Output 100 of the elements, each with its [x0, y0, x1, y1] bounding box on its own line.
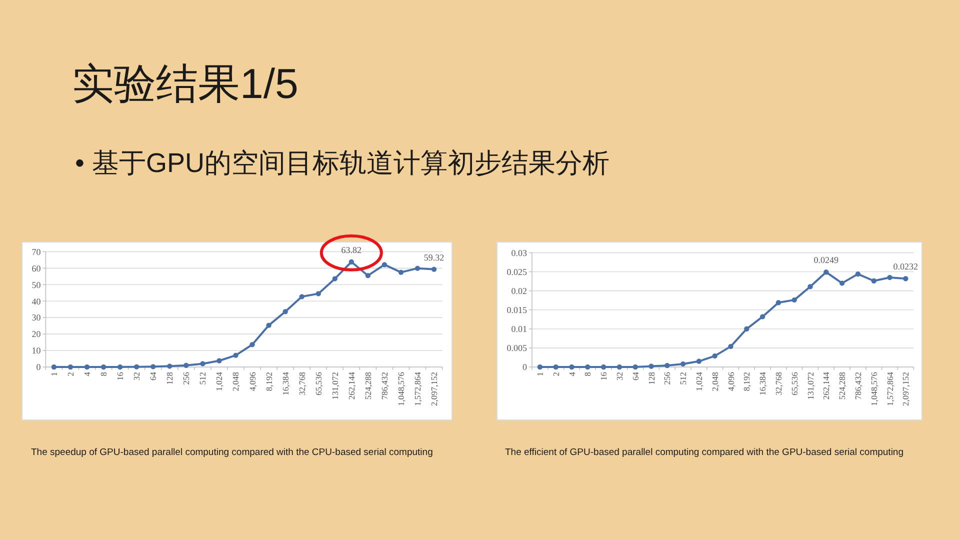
point [728, 344, 734, 350]
x-tick-label: 2,048 [710, 372, 720, 392]
point [744, 326, 750, 332]
point [414, 266, 420, 271]
x-tick-label: 65,536 [789, 372, 800, 396]
x-tick-label: 2,048 [230, 372, 241, 392]
x-tick-label: 1,572,864 [884, 371, 895, 406]
y-tick-label: 70 [32, 246, 42, 257]
y-tick-label: 0.01 [511, 324, 527, 334]
point [382, 262, 388, 268]
x-tick-label: 16,384 [758, 371, 768, 396]
point [282, 309, 288, 314]
point [184, 362, 189, 368]
point [632, 364, 638, 370]
point [537, 364, 543, 370]
x-tick-label: 786,432 [852, 372, 863, 400]
y-tick-label: 10 [32, 346, 42, 356]
point [84, 364, 90, 370]
x-tick-label: 1,572,864 [412, 371, 423, 406]
text: The efficient of GPU-based parallel computing compared with the GPU-based serial computing [505, 447, 904, 458]
x-tick-label: 1 [534, 372, 545, 376]
point [855, 271, 861, 277]
point [348, 259, 354, 264]
point [616, 364, 622, 370]
point [134, 364, 140, 370]
x-tick-label: 4,096 [726, 372, 736, 392]
y-tick-label: 30 [32, 312, 42, 323]
y-tick-label: 40 [32, 296, 42, 306]
x-tick-label: 256 [181, 372, 192, 385]
y-tick-label: 0 [522, 362, 528, 372]
x-tick-label: 32 [132, 372, 142, 380]
point [648, 364, 654, 369]
x-tick-label: 1,048,576 [396, 372, 406, 406]
point [600, 364, 606, 370]
x-tick-label: 1,024 [694, 371, 704, 392]
x-tick-label: 128 [164, 372, 175, 385]
x-tick-label: 786,432 [379, 372, 390, 400]
x-tick-label: 1,048,576 [868, 372, 879, 406]
text: The speedup of GPU-based parallel computing compared with the CPU-based serial computing [31, 447, 433, 458]
point [712, 353, 718, 359]
point [216, 358, 222, 364]
point [431, 266, 437, 272]
x-tick-label: 16 [598, 372, 609, 380]
point [839, 280, 845, 286]
point [332, 276, 338, 282]
y-tick-label: 0.005 [506, 343, 528, 354]
point [51, 364, 57, 370]
point [792, 297, 797, 303]
x-tick-label: 8 [582, 372, 593, 376]
x-tick-label: 4 [566, 371, 577, 376]
x-tick-label: 32 [614, 372, 624, 380]
x-tick-label: 32,768 [773, 372, 784, 396]
x-tick-label: 131,072 [805, 372, 816, 400]
point [887, 274, 892, 280]
x-tick-label: 8 [98, 372, 109, 376]
data-label: 0.0232 [893, 262, 918, 272]
point [117, 364, 123, 370]
y-tick-label: 60 [32, 263, 42, 274]
y-tick-label: 0.02 [511, 286, 527, 296]
x-tick-label: 32,768 [296, 372, 307, 396]
y-tick-label: 50 [32, 280, 42, 290]
point [150, 364, 156, 370]
point [776, 300, 782, 306]
point [569, 364, 574, 370]
x-tick-label: 262,144 [346, 371, 356, 400]
y-tick-label: 0.025 [506, 266, 528, 277]
point [68, 364, 74, 370]
point [365, 272, 371, 278]
point [200, 361, 206, 366]
point [871, 278, 876, 284]
x-tick-label: 1,024 [214, 371, 224, 392]
y-tick-label: 0.015 [506, 305, 528, 315]
x-tick-label: 1 [48, 372, 59, 376]
point [696, 358, 702, 364]
point [250, 342, 255, 348]
x-tick-label: 262,144 [821, 371, 832, 400]
x-tick-label: 16 [115, 372, 126, 380]
x-tick-label: 2,097,152 [900, 372, 911, 406]
x-tick-label: 131,072 [330, 372, 340, 400]
x-tick-label: 64 [148, 371, 158, 380]
point [680, 361, 686, 367]
point [903, 276, 908, 282]
chart-subtitle: • 基于GPU的空间目标轨道计算初步结果分析 [75, 148, 610, 178]
data-label: 59.32 [424, 252, 444, 262]
x-tick-label: 256 [662, 372, 672, 385]
point [233, 352, 238, 358]
x-tick-label: 512 [198, 372, 208, 385]
data-label: 63.82 [341, 244, 362, 255]
x-tick-label: 524,288 [362, 372, 373, 400]
x-tick-label: 524,288 [837, 372, 848, 400]
point [553, 364, 558, 370]
y-tick-label: 0 [36, 362, 42, 372]
x-tick-label: 2 [65, 372, 76, 376]
x-tick-label: 2 [550, 372, 561, 376]
x-tick-label: 2,097,152 [429, 372, 440, 406]
point [266, 322, 272, 328]
point [664, 362, 670, 368]
point [167, 364, 172, 369]
point [808, 284, 813, 290]
x-tick-label: 8,192 [264, 372, 274, 392]
